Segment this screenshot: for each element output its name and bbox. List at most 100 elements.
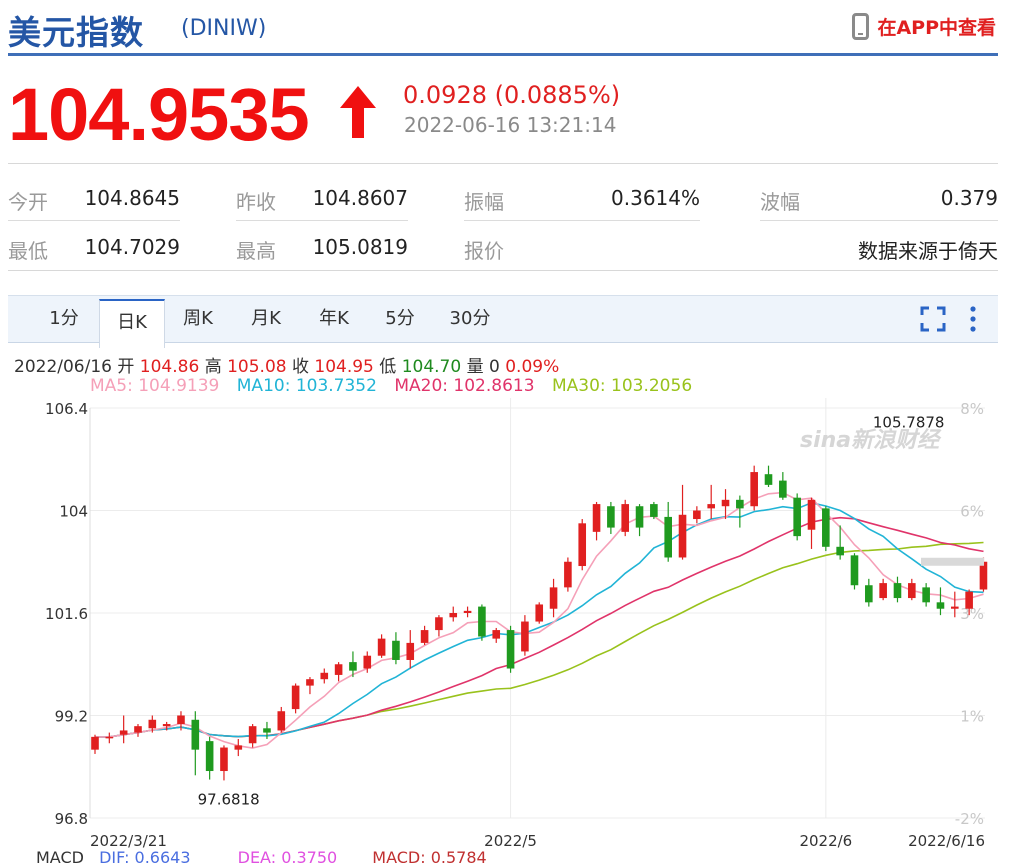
candle[interactable] [134,724,142,737]
ma5-legend: MA5: 104.9139 [90,376,220,396]
candle[interactable] [979,557,988,592]
candle[interactable] [320,668,329,684]
tab-weekly[interactable]: 周K [183,308,213,329]
candle[interactable] [377,634,386,658]
candle[interactable] [908,578,916,601]
candle[interactable] [105,732,114,744]
candle[interactable] [721,489,730,520]
bar-high: 105.08 [227,357,287,377]
more-icon[interactable] [968,305,978,333]
candle-body [635,506,644,528]
candle-body [248,726,257,744]
pct-tick-label: 6% [960,503,984,521]
candle[interactable] [148,715,157,733]
candle[interactable] [363,651,372,673]
tab-30min[interactable]: 30分 [449,308,491,329]
candle[interactable] [893,576,902,603]
bar-low-label: 低 [379,357,397,377]
prev-close-label: 昨收 [236,190,276,214]
candle-body [693,510,701,520]
fullscreen-icon[interactable] [920,306,946,332]
candle[interactable] [478,604,486,641]
y-tick-label: 99.2 [55,708,88,726]
candle[interactable] [650,501,658,520]
tab-5min[interactable]: 5分 [385,308,415,329]
candle[interactable] [750,465,758,511]
candle[interactable] [678,484,687,560]
candle[interactable] [793,493,801,541]
candle[interactable] [707,484,715,520]
candle[interactable] [779,472,787,500]
candle-body [764,474,773,485]
y-tick-label: 101.6 [45,605,88,623]
candle[interactable] [564,557,572,592]
candle-body [177,715,185,725]
candle-body [377,638,386,656]
x-tick-label: 2022/5 [484,832,537,850]
candle-body [979,561,988,590]
candle[interactable] [736,495,744,528]
candle[interactable] [248,724,257,748]
candle[interactable] [865,578,873,607]
candle[interactable] [922,583,930,607]
candle[interactable] [492,627,501,643]
candle-body [463,610,472,613]
candle[interactable] [879,578,887,601]
amplitude-label: 振幅 [464,190,504,214]
tab-1min[interactable]: 1分 [49,308,79,329]
candle[interactable] [334,662,343,682]
candle[interactable] [578,519,587,571]
candle[interactable] [635,504,644,537]
candle[interactable] [263,721,271,739]
candle[interactable] [291,683,300,714]
candle[interactable] [822,506,830,552]
candle[interactable] [664,501,672,562]
candle[interactable] [306,677,314,695]
candle[interactable] [693,506,701,524]
candle[interactable] [392,632,400,665]
candle-body [220,747,228,772]
candle[interactable] [521,615,529,656]
candle[interactable] [850,553,859,590]
open-in-app-label: 在APP中查看 [877,16,996,39]
candle[interactable] [119,715,128,744]
candle[interactable] [420,625,429,646]
candle[interactable] [506,625,515,673]
candle[interactable] [951,591,959,618]
candle[interactable] [91,734,99,754]
candle[interactable] [607,501,615,534]
sina-watermark: sina新浪财经 [800,427,942,453]
candle[interactable] [936,587,945,616]
low-annotation: 97.6818 [198,790,260,808]
candle-body [478,606,486,637]
candle[interactable] [807,497,816,549]
candle[interactable] [220,745,228,781]
candle[interactable] [535,602,544,624]
candle[interactable] [592,501,601,541]
candle-body [105,736,114,739]
candle[interactable] [349,651,357,678]
macd-label: MACD [36,848,84,867]
open-in-app-link[interactable]: 在APP中查看 [852,10,996,42]
candle[interactable] [234,738,243,757]
arrow-up-icon [340,86,376,138]
candle[interactable] [836,525,844,560]
candle[interactable] [463,606,472,618]
candle[interactable] [621,499,630,537]
candle[interactable] [549,578,558,618]
candle-body [678,514,687,558]
tab-daily[interactable]: 日K [99,299,165,348]
tab-monthly[interactable]: 月K [251,308,281,329]
candle[interactable] [435,615,443,637]
candle[interactable] [965,589,973,616]
candle[interactable] [449,606,458,622]
candle-body [291,685,300,710]
candle[interactable] [191,711,200,776]
candle[interactable] [277,706,286,733]
tab-yearly[interactable]: 年K [319,308,349,329]
candle[interactable] [177,711,185,731]
candle[interactable] [406,630,415,669]
candle[interactable] [162,721,171,731]
candle[interactable] [205,736,214,780]
candle[interactable] [764,465,773,488]
